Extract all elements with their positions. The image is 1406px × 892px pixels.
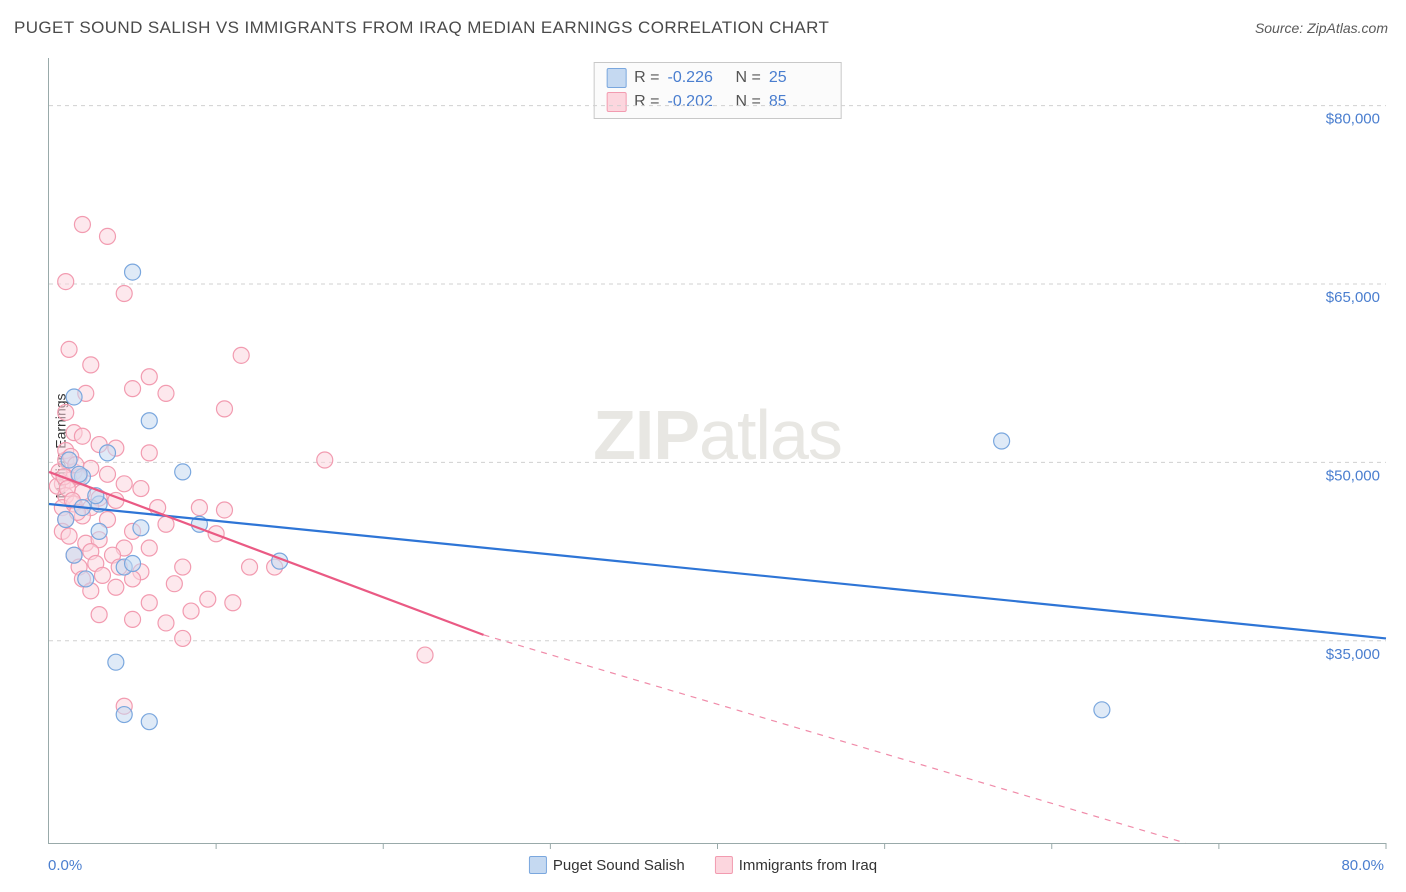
chart-container: PUGET SOUND SALISH VS IMMIGRANTS FROM IR… — [0, 0, 1406, 892]
svg-text:$50,000: $50,000 — [1326, 467, 1380, 484]
x-max-label: 80.0% — [1341, 857, 1384, 874]
svg-text:$35,000: $35,000 — [1326, 646, 1380, 663]
legend-label-a: Puget Sound Salish — [553, 857, 685, 874]
legend-item-a: Puget Sound Salish — [529, 856, 685, 874]
svg-text:$80,000: $80,000 — [1326, 111, 1380, 128]
legend-label-b: Immigrants from Iraq — [739, 857, 877, 874]
plot-area: ZIPatlas R = -0.226 N = 25 R = -0.202 N … — [48, 58, 1386, 844]
legend-item-b: Immigrants from Iraq — [715, 856, 877, 874]
legend-swatch-a-icon — [529, 856, 547, 874]
plot-svg: $35,000 $50,000 $65,000 $80,000 — [49, 58, 1386, 843]
legend-bottom: Puget Sound Salish Immigrants from Iraq — [529, 856, 877, 874]
svg-text:$65,000: $65,000 — [1326, 289, 1380, 306]
x-min-label: 0.0% — [48, 857, 82, 874]
chart-title: PUGET SOUND SALISH VS IMMIGRANTS FROM IR… — [14, 18, 829, 38]
source-citation: Source: ZipAtlas.com — [1255, 20, 1388, 36]
legend-swatch-b-icon — [715, 856, 733, 874]
